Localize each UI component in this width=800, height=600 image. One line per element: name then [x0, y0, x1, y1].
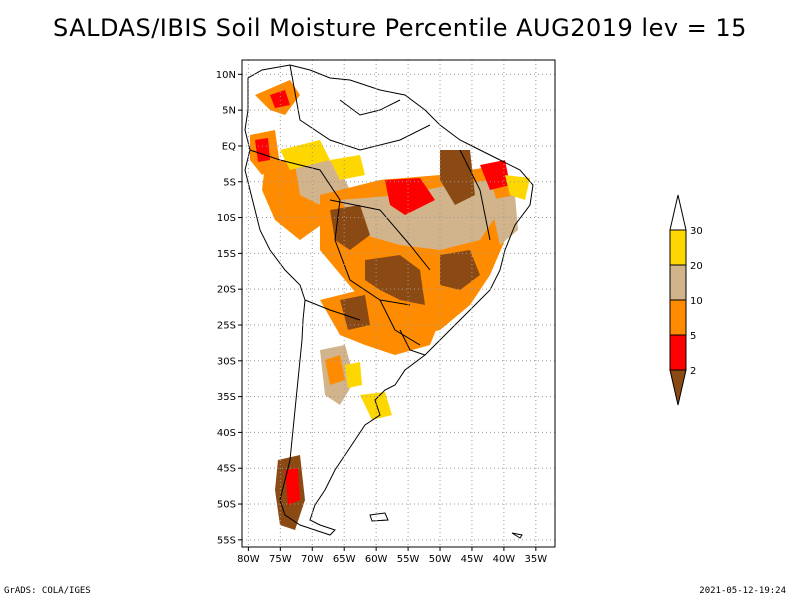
shade-gold-east-coast [505, 175, 530, 200]
shade-red-patagonia [285, 468, 300, 505]
lon-tick-label: 65W [333, 554, 356, 565]
border-4 [334, 239, 411, 306]
lat-tick-label: 10S [217, 213, 236, 224]
border-7 [459, 149, 491, 241]
map-frame [241, 59, 556, 548]
shade-brown-northeast [440, 150, 475, 205]
timestamp: 2021-05-12-19:24 [699, 586, 786, 596]
border-6 [304, 299, 361, 321]
colorbar-segment-above-30 [669, 194, 687, 231]
lat-tick-label: 45S [217, 464, 236, 475]
lat-tick-label: 15S [217, 249, 236, 260]
shade-brown-east [440, 250, 480, 290]
lon-tick-label: 35W [525, 554, 548, 565]
lon-tick-label: 55W [397, 554, 420, 565]
border-9 [339, 99, 401, 116]
shade-gold-argentina-2 [345, 362, 362, 388]
lon-tick-label: 45W [461, 554, 484, 565]
colorbar: 30 20 10 5 2 [669, 194, 703, 406]
colorbar-label: 30 [690, 226, 703, 237]
colorbar-segment [669, 299, 687, 336]
map-title: SALDAS/IBIS Soil Moisture Percentile AUG… [53, 14, 747, 42]
lat-tick-label: EQ [222, 141, 236, 152]
shade-red-ecuador [255, 138, 270, 162]
shade-orange-argentina [325, 355, 345, 385]
map-grid [242, 60, 555, 547]
shade-brown-south [340, 295, 370, 330]
lon-tick-label: 70W [301, 554, 324, 565]
lon-tick-label: 60W [365, 554, 388, 565]
colorbar-segment [669, 334, 687, 371]
soil-moisture-shading [250, 80, 530, 530]
colorbar-label: 5 [690, 331, 696, 342]
lat-tick-label: 10N [216, 70, 236, 81]
coastline [244, 64, 534, 536]
latitude-ticks: 10N 5N EQ 5S 10S 15S 20S 25S 30S 35S 40S 45S 50S 55S [216, 70, 242, 546]
falklands [369, 512, 389, 522]
lat-tick-label: 30S [217, 356, 236, 367]
border-2 [249, 149, 341, 241]
lat-tick-label: 40S [217, 428, 236, 439]
shade-red-central [385, 178, 435, 215]
lon-tick-label: 40W [493, 554, 516, 565]
lon-tick-label: 80W [237, 554, 260, 565]
lat-tick-label: 5N [222, 106, 236, 117]
lat-tick-label: 5S [223, 177, 236, 188]
south-america-outline [244, 64, 534, 539]
colorbar-segment [669, 229, 687, 266]
colorbar-segment [669, 264, 687, 301]
lat-tick-label: 35S [217, 392, 236, 403]
lon-tick-label: 75W [269, 554, 292, 565]
border-3 [329, 199, 431, 271]
border-5 [379, 299, 421, 346]
border-8 [399, 329, 426, 356]
border-1 [289, 64, 431, 151]
grads-credit: GrADS: COLA/IGES [4, 586, 91, 596]
lat-tick-label: 50S [217, 500, 236, 511]
lat-tick-label: 20S [217, 285, 236, 296]
lat-tick-label: 55S [217, 535, 236, 546]
colorbar-segment-below-2 [669, 369, 687, 406]
colorbar-label: 2 [690, 366, 696, 377]
shade-gold-central [330, 155, 365, 180]
colorbar-label: 10 [690, 296, 703, 307]
shade-gold-argentina [360, 392, 392, 420]
shade-red-north [270, 90, 290, 108]
shade-brown-central [330, 205, 370, 250]
shade-gold-north-amazon [280, 140, 330, 170]
longitude-ticks: 80W 75W 70W 65W 60W 55W 50W 45W 40W 35W [237, 547, 547, 565]
lon-tick-label: 50W [429, 554, 452, 565]
shade-red-northeast [480, 160, 510, 190]
shade-brown-pantanal [365, 255, 425, 305]
south-georgia [511, 532, 523, 539]
lat-tick-label: 25S [217, 320, 236, 331]
colorbar-label: 20 [690, 261, 703, 272]
